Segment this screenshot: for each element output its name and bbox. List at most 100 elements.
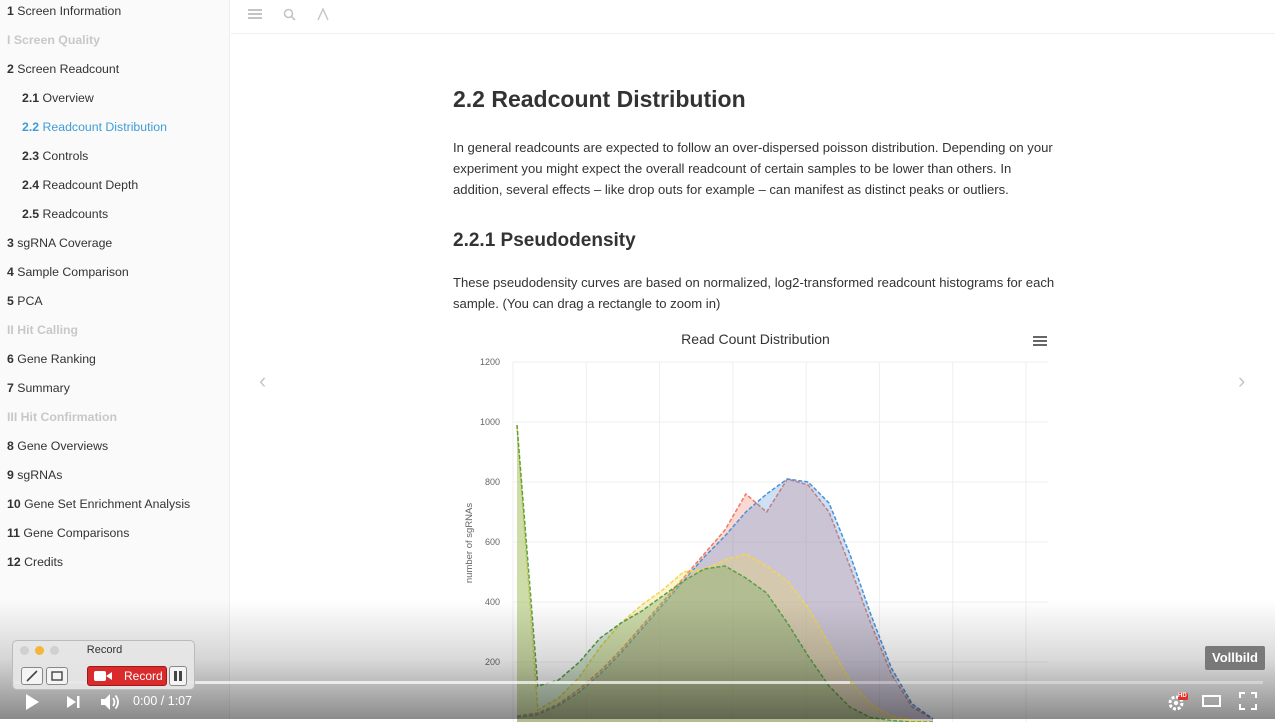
- sidebar-item-number: 10: [7, 497, 21, 511]
- sidebar-item-number: 2.5: [22, 207, 40, 221]
- sidebar-item-screen-readcount[interactable]: 2 Screen Readcount: [0, 58, 229, 87]
- hd-badge: HD: [1178, 693, 1187, 699]
- sidebar-item-number: 11: [7, 526, 20, 540]
- sidebar-item-number: 2.4: [22, 178, 40, 192]
- intro-paragraph: In general readcounts are expected to fo…: [453, 140, 1053, 197]
- play-icon[interactable]: [24, 693, 40, 716]
- sidebar-item-iii-hit-confirmation: III Hit Confirmation: [0, 406, 229, 435]
- prev-page-arrow[interactable]: ‹: [259, 368, 267, 393]
- page-title: 2.2 Readcount Distribution: [453, 86, 746, 112]
- sidebar-item-gene-ranking[interactable]: 6 Gene Ranking: [0, 348, 229, 377]
- sidebar-item-label: Summary: [17, 381, 70, 395]
- sidebar-item-label: sgRNAs: [17, 468, 63, 482]
- screen-area-icon[interactable]: [46, 667, 68, 685]
- video-time: 0:00 / 1:07: [133, 694, 193, 708]
- sidebar-item-screen-information[interactable]: 1 Screen Information: [0, 0, 229, 29]
- section-subheading: 2.2.1 Pseudodensity: [453, 230, 636, 251]
- fullscreen-tooltip: Vollbild: [1205, 646, 1265, 670]
- chart-series-area: [517, 479, 933, 722]
- font-icon[interactable]: [315, 7, 331, 24]
- next-video-icon[interactable]: [65, 694, 81, 715]
- sidebar-item-sample-comparison[interactable]: 4 Sample Comparison: [0, 261, 229, 290]
- chart-series-line: [516, 478, 934, 720]
- record-button[interactable]: Record: [87, 666, 167, 686]
- chart-series-area: [517, 428, 933, 722]
- sidebar-item-number: 12: [7, 555, 21, 569]
- sidebar-item-number: 7: [7, 381, 14, 395]
- sidebar-item-pca[interactable]: 5 PCA: [0, 290, 229, 319]
- chart-series-line: [516, 427, 934, 722]
- sidebar-item-number: 3: [7, 236, 14, 250]
- chart-ytick-label: 400: [485, 597, 500, 607]
- sidebar-item-label: Readcounts: [42, 207, 109, 221]
- record-button-label: Record: [124, 669, 163, 683]
- sidebar-item-label: sgRNA Coverage: [17, 236, 113, 250]
- sidebar-item-number: 8: [7, 439, 14, 453]
- sidebar-item-readcounts[interactable]: 2.5 Readcounts: [0, 203, 229, 232]
- sidebar-item-gene-set-enrichment-analysis[interactable]: 10 Gene Set Enrichment Analysis: [0, 493, 229, 522]
- volume-icon[interactable]: [99, 692, 121, 717]
- sidebar-item-gene-comparisons[interactable]: 11 Gene Comparisons: [0, 522, 229, 551]
- sidebar-item-readcount-depth[interactable]: 2.4 Readcount Depth: [0, 174, 229, 203]
- menu-icon[interactable]: [247, 8, 263, 24]
- recorder-title: Record: [86, 644, 123, 656]
- theater-mode-icon[interactable]: [1202, 694, 1222, 713]
- next-page-arrow[interactable]: ›: [1238, 368, 1246, 393]
- sidebar-item-number: 1: [7, 4, 14, 18]
- zoom-window-icon[interactable]: [50, 646, 59, 655]
- search-icon[interactable]: [281, 8, 297, 24]
- sidebar-item-label: Gene Comparisons: [23, 526, 130, 540]
- fullscreen-icon[interactable]: [1239, 692, 1257, 715]
- sidebar-item-sgrnas[interactable]: 9 sgRNAs: [0, 464, 229, 493]
- close-window-icon[interactable]: [20, 646, 29, 655]
- sidebar-item-gene-overviews[interactable]: 8 Gene Overviews: [0, 435, 229, 464]
- sidebar-item-label: III Hit Confirmation: [7, 410, 117, 424]
- pause-icon[interactable]: [169, 666, 187, 686]
- video-buffer-bar: [12, 681, 851, 684]
- chart-menu-icon[interactable]: [1033, 336, 1047, 348]
- sidebar-item-credits[interactable]: 12 Credits: [0, 551, 229, 580]
- sidebar-item-sgrna-coverage[interactable]: 3 sgRNA Coverage: [0, 232, 229, 261]
- chart-series-line: [516, 424, 933, 722]
- sidebar-item-label: Screen Information: [17, 4, 122, 18]
- minimize-window-icon[interactable]: [35, 646, 44, 655]
- sidebar-item-number: 2: [7, 62, 14, 76]
- sidebar-item-number: 9: [7, 468, 14, 482]
- sidebar-item-label: Credits: [24, 555, 64, 569]
- sidebar-item-label: PCA: [17, 294, 43, 308]
- sidebar-item-label: Overview: [42, 91, 94, 105]
- sidebar-item-ii-hit-calling: II Hit Calling: [0, 319, 229, 348]
- sidebar-item-number: 2.1: [22, 91, 40, 105]
- sidebar-item-label: Gene Ranking: [17, 352, 96, 366]
- chart-ytick-label: 600: [485, 537, 500, 547]
- settings-icon[interactable]: [1167, 692, 1189, 717]
- sidebar-item-readcount-distribution[interactable]: 2.2 Readcount Distribution: [0, 116, 229, 145]
- sidebar-item-label: Readcount Distribution: [42, 120, 167, 134]
- sidebar-toc: 1 Screen Information I Screen Quality 2 Sc…: [0, 0, 230, 719]
- pseudodensity-paragraph: These pseudodensity curves are based on …: [453, 275, 1055, 311]
- chart-ytick-label: 800: [485, 477, 500, 487]
- sidebar-item-label: II Hit Calling: [7, 323, 79, 337]
- chart-plot: 200 400 600 800 1000 1200 number of sgRNAs: [464, 357, 1048, 722]
- chart-ytick-label: 1200: [480, 357, 500, 367]
- sidebar-item-number: 6: [7, 352, 14, 366]
- sidebar-item-controls[interactable]: 2.3 Controls: [0, 145, 229, 174]
- chart-ylabel: number of sgRNAs: [464, 503, 475, 584]
- sidebar-item-label: Controls: [42, 149, 89, 163]
- toolbar: [231, 0, 1275, 34]
- sidebar-item-number: 2.3: [22, 149, 40, 163]
- chart-ytick-label: 200: [485, 657, 500, 667]
- read-count-chart[interactable]: Read Count Distribution 200 400 600 800 1000…: [453, 322, 1058, 722]
- sidebar-item-label: Gene Set Enrichment Analysis: [24, 497, 191, 511]
- sidebar-item-overview[interactable]: 2.1 Overview: [0, 87, 229, 116]
- video-controls-overlay: [0, 600, 1275, 719]
- chart-series-area: [517, 479, 933, 722]
- pen-tool-icon[interactable]: [21, 667, 43, 685]
- sidebar-item-label: Screen Readcount: [17, 62, 120, 76]
- sidebar-item-label: I Screen Quality: [7, 33, 100, 47]
- chart-ytick-label: 1000: [480, 417, 500, 427]
- sidebar-item-number: 4: [7, 265, 14, 279]
- sidebar-item-summary[interactable]: 7 Summary: [0, 377, 229, 406]
- chart-title: Read Count Distribution: [681, 331, 830, 347]
- sidebar-item-i-screen-quality: I Screen Quality: [0, 29, 229, 58]
